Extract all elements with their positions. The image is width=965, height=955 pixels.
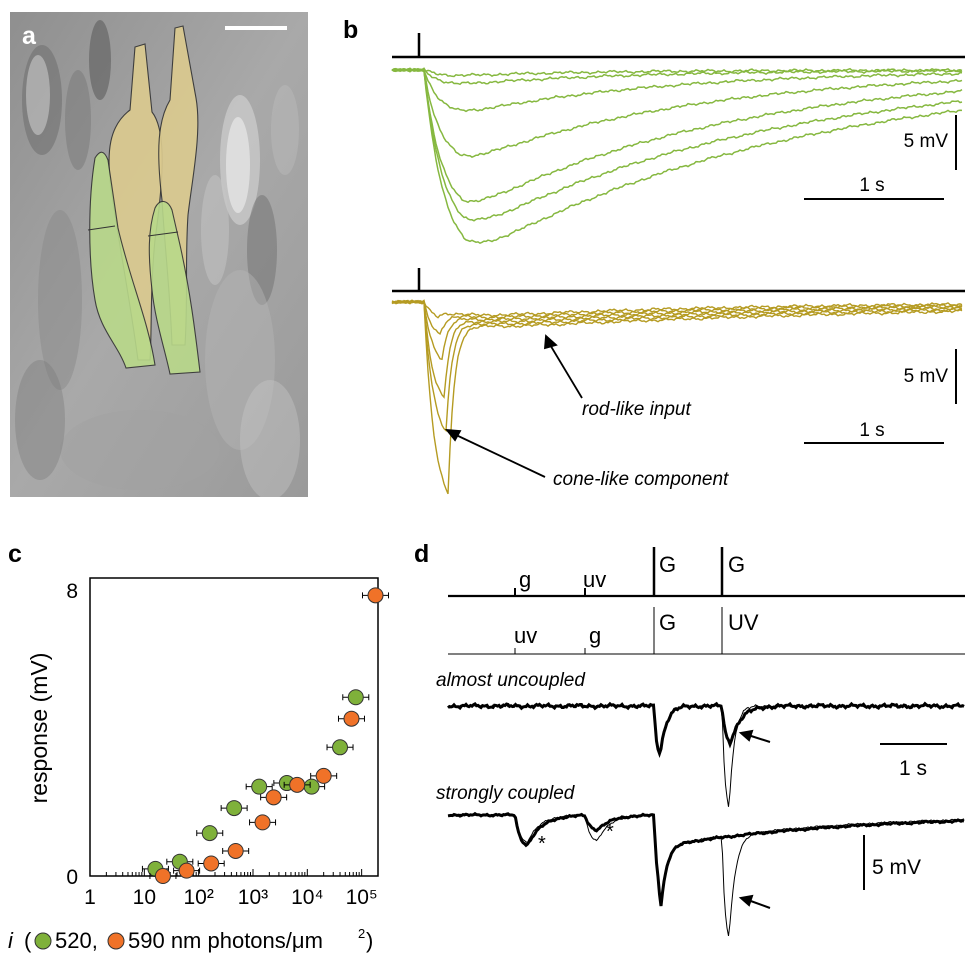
green-trace bbox=[391, 67, 963, 222]
olive-traces bbox=[391, 299, 963, 495]
data-point-590 bbox=[178, 862, 195, 879]
olive-trace bbox=[391, 299, 963, 361]
x-label-series2: 590 nm photons/μm bbox=[128, 928, 323, 953]
data-point-520 bbox=[201, 825, 218, 842]
scale-bar-micrograph bbox=[225, 26, 287, 30]
x-tick-labels: 1 10 10² 10³ 10⁴ 10⁵ bbox=[84, 886, 378, 909]
panel-label-b: b bbox=[343, 16, 358, 44]
green-trace bbox=[391, 67, 963, 113]
data-point-520 bbox=[332, 739, 349, 756]
green-trace bbox=[391, 67, 963, 86]
x-tick-label: 10 bbox=[133, 886, 156, 909]
x-tick-label: 10⁴ bbox=[291, 886, 323, 909]
data-point-520 bbox=[251, 778, 268, 795]
scale-volt-top: 5 mV bbox=[904, 131, 949, 152]
data-point-590 bbox=[367, 587, 384, 604]
data-points bbox=[141, 587, 390, 884]
olive-trace bbox=[391, 299, 963, 433]
data-point-520 bbox=[303, 778, 320, 795]
label-almost-uncoupled: almost uncoupled bbox=[436, 670, 586, 691]
scale-bar-top: 5 mV 1 s bbox=[804, 115, 957, 200]
x-tick-label: 10² bbox=[183, 886, 213, 909]
stim-row2-0: uv bbox=[514, 623, 537, 648]
data-point-590 bbox=[203, 855, 220, 872]
panel-d: d g uv G G uv g G UV almost uncoupled st… bbox=[414, 540, 965, 936]
micrograph-texture bbox=[15, 20, 300, 497]
scale-volt-bottom: 5 mV bbox=[904, 366, 949, 387]
scale-time-bottom: 1 s bbox=[859, 420, 884, 441]
legend-marker-520 bbox=[34, 932, 52, 950]
data-point-590 bbox=[289, 776, 306, 793]
legend-marker-590 bbox=[107, 932, 125, 950]
y-axis-label: response (mV) bbox=[26, 653, 52, 804]
scale-time-d: 1 s bbox=[899, 757, 927, 780]
data-point-590 bbox=[315, 767, 332, 784]
scale-time-top: 1 s bbox=[859, 175, 884, 196]
green-trace bbox=[391, 67, 963, 158]
panel-label-d: d bbox=[414, 540, 429, 568]
stimulus-line-top bbox=[392, 33, 965, 59]
y-tick-label: 0 bbox=[66, 866, 78, 889]
olive-trace bbox=[391, 299, 963, 495]
trace-coupled-thick bbox=[447, 811, 965, 907]
panel-d-traces bbox=[447, 701, 965, 936]
data-point-520 bbox=[226, 800, 243, 817]
stim-row2-2: G bbox=[659, 610, 676, 635]
panel-a: a bbox=[10, 12, 308, 497]
stim-row1-0: g bbox=[519, 567, 531, 592]
green-traces bbox=[391, 67, 963, 245]
asterisk-2: * bbox=[606, 821, 614, 843]
annotation-rod: rod-like input bbox=[582, 399, 691, 420]
data-point-590 bbox=[154, 868, 171, 884]
x-label-series1: 520, bbox=[55, 928, 98, 953]
data-point-590 bbox=[343, 710, 360, 727]
trace-coupled-thin bbox=[447, 813, 965, 936]
x-label-close: ) bbox=[366, 928, 373, 953]
panel-label-c: c bbox=[8, 540, 22, 568]
data-point-520 bbox=[347, 689, 364, 706]
stimulus-protocol bbox=[448, 547, 965, 655]
y-tick-label: 8 bbox=[66, 580, 78, 603]
green-trace bbox=[391, 68, 963, 245]
stim-row1-1: uv bbox=[583, 567, 606, 592]
scale-volt-d: 5 mV bbox=[872, 856, 921, 879]
panel-label-a: a bbox=[22, 22, 37, 50]
panel-c: c 1 10 10² 10³ 10⁴ 10⁵ 08 response (mV) i ( 5… bbox=[8, 540, 390, 953]
asterisk-1: * bbox=[538, 833, 546, 855]
stim-row1-2: G bbox=[659, 552, 676, 577]
scale-bar-bottom: 5 mV 1 s bbox=[804, 349, 957, 444]
data-point-590 bbox=[254, 814, 271, 831]
data-point-590 bbox=[265, 789, 282, 806]
stim-row2-3: UV bbox=[728, 610, 759, 635]
annotation-arrows bbox=[445, 334, 583, 478]
stim-row2-1: g bbox=[589, 623, 601, 648]
stimulus-line-bottom bbox=[392, 268, 965, 293]
label-strongly-coupled: strongly coupled bbox=[436, 783, 576, 804]
annotation-cone: cone-like component bbox=[553, 469, 729, 490]
rod-cells-overlay bbox=[87, 151, 201, 375]
x-label-superscript: 2 bbox=[358, 926, 365, 941]
x-tick-label: 1 bbox=[84, 886, 96, 909]
panel-d-arrows bbox=[738, 729, 771, 909]
x-tick-label: 10³ bbox=[238, 886, 268, 909]
trace-uncoupled-thin bbox=[448, 703, 965, 807]
panel-b: b 5 mV 1 s 5 mV 1 s rod-like input cone-… bbox=[343, 16, 965, 495]
x-label-open: ( bbox=[24, 928, 32, 953]
axis-ticks bbox=[89, 869, 379, 876]
y-tick-labels: 08 bbox=[66, 580, 78, 889]
data-point-590 bbox=[227, 842, 244, 859]
plot-frame bbox=[89, 577, 379, 877]
green-trace bbox=[391, 67, 963, 204]
trace-uncoupled-thick bbox=[447, 701, 965, 758]
x-axis-label: i ( 520, 590 nm photons/μm 2 ) bbox=[8, 926, 373, 953]
x-tick-label: 10⁵ bbox=[346, 886, 378, 909]
stim-row1-3: G bbox=[728, 552, 745, 577]
x-label-var: i bbox=[8, 928, 14, 953]
